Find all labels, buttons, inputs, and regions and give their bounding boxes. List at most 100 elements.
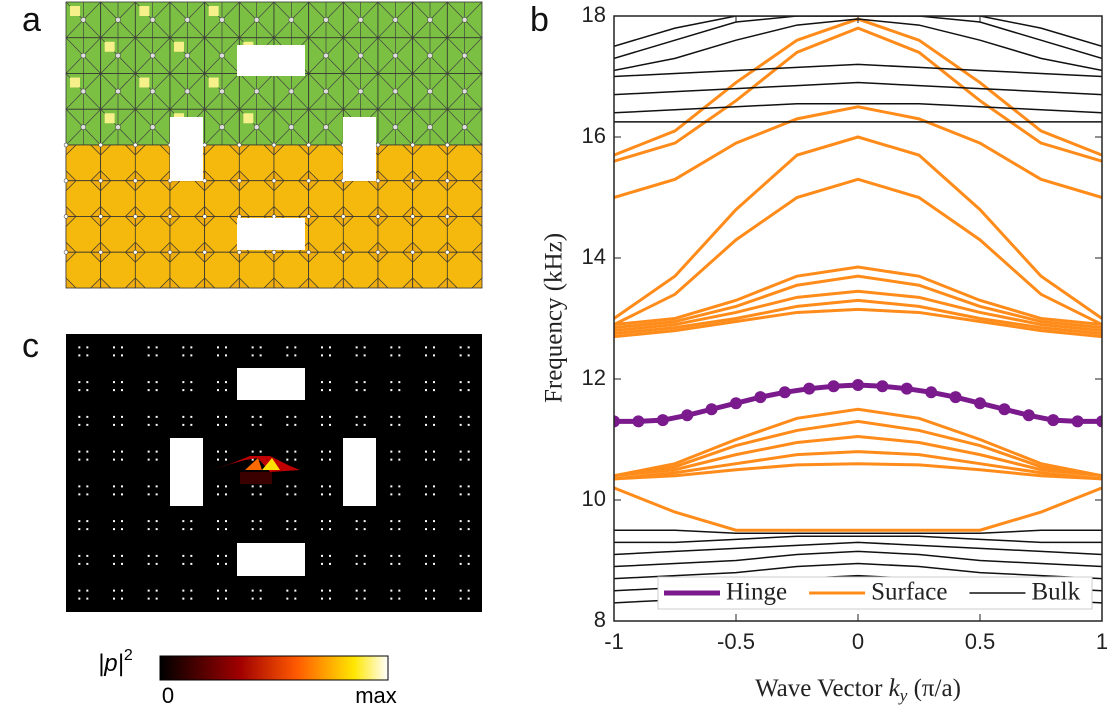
cell-pattern bbox=[149, 124, 156, 130]
field-dot bbox=[155, 597, 158, 600]
field-dot bbox=[182, 528, 185, 531]
field-dot bbox=[121, 528, 123, 531]
cell-pattern bbox=[63, 214, 69, 219]
cell-pattern bbox=[323, 88, 329, 95]
cell-pattern bbox=[80, 52, 87, 59]
legend-label: Surface bbox=[871, 579, 947, 606]
cell-pattern bbox=[184, 52, 191, 59]
cell-pattern bbox=[139, 6, 150, 16]
field-dot bbox=[86, 458, 89, 461]
y-axis-label: Frequency (kHz) bbox=[541, 233, 568, 403]
field-dot bbox=[467, 562, 470, 565]
field-dot bbox=[321, 346, 323, 349]
field-dot bbox=[86, 528, 89, 531]
field-dot bbox=[225, 450, 227, 453]
field-dot bbox=[355, 354, 358, 357]
field-dot bbox=[121, 415, 123, 418]
field-dot bbox=[78, 346, 81, 349]
field-dot bbox=[190, 520, 193, 523]
colorbar: |p|2 0 max bbox=[98, 647, 397, 708]
field-dot bbox=[251, 597, 254, 600]
field-dot bbox=[78, 354, 81, 357]
cell-pattern bbox=[412, 144, 448, 182]
x-tick-label: -0.5 bbox=[717, 629, 755, 654]
field-dot bbox=[390, 381, 393, 384]
field-dot bbox=[294, 528, 297, 531]
field-dot bbox=[329, 485, 331, 488]
point bbox=[778, 386, 791, 399]
field-dot bbox=[459, 520, 462, 523]
cell-pattern bbox=[412, 216, 448, 253]
field-dot bbox=[467, 485, 470, 488]
field-dot bbox=[433, 415, 435, 418]
field-dot bbox=[390, 493, 393, 496]
cell-pattern bbox=[238, 180, 275, 217]
x-tick-label: 1 bbox=[1096, 629, 1108, 654]
field-dot bbox=[113, 493, 115, 496]
field-dot bbox=[398, 528, 401, 531]
cell-pattern bbox=[104, 113, 115, 124]
field-dot bbox=[182, 554, 185, 557]
field-dot bbox=[86, 389, 89, 392]
field-dot bbox=[251, 423, 254, 426]
field-dot bbox=[121, 450, 123, 453]
field-dot bbox=[113, 389, 115, 392]
field-dot bbox=[121, 562, 123, 565]
field-dot bbox=[217, 597, 219, 600]
field-dot bbox=[398, 389, 401, 392]
cell-pattern bbox=[306, 250, 311, 255]
cell-pattern bbox=[357, 17, 364, 23]
field-dot bbox=[190, 562, 193, 565]
hole bbox=[170, 438, 203, 506]
cell-pattern bbox=[237, 142, 242, 148]
cell-pattern bbox=[63, 142, 69, 148]
field-dot bbox=[251, 354, 254, 357]
field-dot bbox=[459, 346, 462, 349]
axes: 8 10 12 14 16 18 -1 -0.5 0 0.5 1 bbox=[582, 2, 1109, 654]
cell-pattern bbox=[63, 250, 69, 255]
field-dot bbox=[113, 520, 115, 523]
cell-pattern bbox=[253, 17, 260, 23]
field-dot bbox=[121, 597, 123, 600]
curve bbox=[614, 289, 1102, 333]
cell-pattern bbox=[98, 142, 103, 148]
field-dot bbox=[355, 346, 358, 349]
cell-pattern bbox=[342, 251, 379, 289]
field-dot bbox=[155, 423, 158, 426]
cell-pattern bbox=[377, 144, 414, 182]
field-dot bbox=[321, 485, 323, 488]
cell-pattern bbox=[65, 180, 102, 217]
cell-pattern bbox=[323, 52, 329, 59]
field-dot bbox=[390, 458, 393, 461]
cell-pattern bbox=[238, 251, 275, 289]
field-dot bbox=[467, 589, 470, 592]
field-dot bbox=[286, 528, 289, 531]
field-dot bbox=[363, 423, 366, 426]
field-dot bbox=[467, 520, 470, 523]
field-dot bbox=[363, 597, 366, 600]
point bbox=[1022, 409, 1035, 422]
field-dot bbox=[251, 415, 254, 418]
legend: Hinge Surface Bulk bbox=[657, 576, 1093, 610]
cell-pattern bbox=[410, 214, 415, 219]
field-dot bbox=[113, 423, 115, 426]
cell-pattern bbox=[410, 250, 415, 255]
field-dot bbox=[155, 381, 158, 384]
field-dot bbox=[329, 562, 331, 565]
field-dot bbox=[182, 415, 185, 418]
field-dot bbox=[86, 562, 89, 565]
field-dot bbox=[86, 354, 89, 357]
field-dot bbox=[425, 485, 427, 488]
field-dot bbox=[86, 423, 89, 426]
field-dot bbox=[294, 423, 297, 426]
cell-pattern bbox=[306, 178, 311, 183]
field-dot bbox=[155, 520, 158, 523]
hole bbox=[237, 45, 305, 76]
field-dot bbox=[225, 562, 227, 565]
field-dot bbox=[225, 554, 227, 557]
field-dot bbox=[398, 597, 401, 600]
field-dot bbox=[147, 423, 150, 426]
field-dot bbox=[467, 554, 470, 557]
cell-pattern bbox=[202, 214, 207, 219]
plot-area bbox=[614, 16, 1102, 621]
